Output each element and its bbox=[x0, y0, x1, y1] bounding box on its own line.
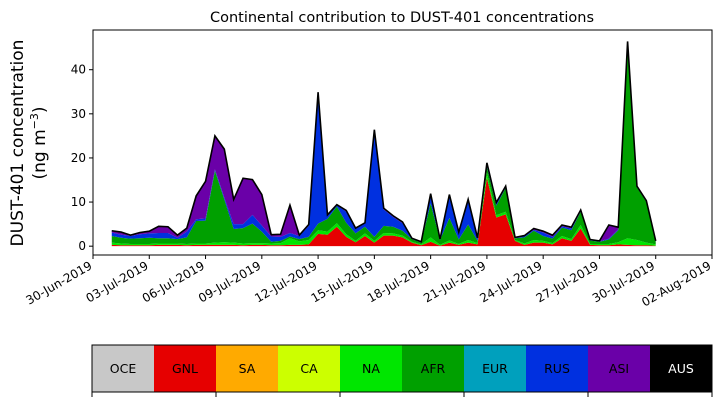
y-tick-label: 20 bbox=[71, 151, 86, 165]
legend-label: RUS bbox=[544, 361, 570, 376]
legend-label: EUR bbox=[482, 361, 508, 376]
y-tick-label: 40 bbox=[71, 63, 86, 77]
legend-label: GNL bbox=[172, 361, 198, 376]
legend-item-afr: AFR bbox=[402, 345, 464, 392]
area-asi bbox=[111, 41, 656, 243]
y-axis-label-close: ) bbox=[30, 106, 50, 113]
legend-swatch bbox=[340, 345, 402, 392]
legend-item-eur: EUR bbox=[464, 345, 526, 392]
legend-frame bbox=[91, 344, 713, 393]
legend-item-na: NA bbox=[340, 345, 402, 392]
y-axis-label-line1: DUST-401 concentration bbox=[8, 40, 28, 247]
total-concentration-line bbox=[111, 41, 657, 243]
legend-item-gnl: GNL bbox=[154, 345, 216, 392]
x-tick-label: 24-Jul-2019 bbox=[477, 258, 544, 305]
legend-item-asi: ASI bbox=[588, 345, 650, 392]
x-tick-label: 12-Jul-2019 bbox=[252, 258, 319, 305]
legend-swatch bbox=[464, 345, 526, 392]
x-tick-label: 18-Jul-2019 bbox=[365, 258, 432, 305]
x-tick-label: 09-Jul-2019 bbox=[196, 258, 263, 305]
x-tick-label: 03-Jul-2019 bbox=[83, 258, 150, 305]
legend-label: OCE bbox=[110, 361, 137, 376]
legend-label: AUS bbox=[668, 361, 694, 376]
legend-swatch bbox=[650, 345, 712, 392]
x-tick-label: 15-Jul-2019 bbox=[309, 258, 376, 305]
legend-label: CA bbox=[300, 361, 318, 376]
y-tick-label: 30 bbox=[71, 107, 86, 121]
x-tick-label: 21-Jul-2019 bbox=[421, 258, 488, 305]
legend-swatch bbox=[92, 345, 154, 392]
legend-item-rus: RUS bbox=[526, 345, 588, 392]
legend-item-oce: OCE bbox=[92, 345, 154, 392]
legend-swatch bbox=[588, 345, 650, 392]
x-ticks: 30-Jun-201903-Jul-201906-Jul-201909-Jul-… bbox=[24, 255, 714, 309]
y-tick-label: 0 bbox=[78, 239, 86, 253]
legend-swatch bbox=[216, 345, 278, 392]
y-axis-label-line2: (ng m−3) bbox=[28, 106, 50, 179]
y-axis-label: DUST-401 concentration (ng m−3) bbox=[8, 40, 50, 247]
legend-item-aus: AUS bbox=[650, 345, 712, 392]
y-axis-label-sup: −3 bbox=[28, 113, 41, 129]
legend-swatch bbox=[154, 345, 216, 392]
legend-swatch bbox=[526, 345, 588, 392]
stacked-areas bbox=[111, 41, 656, 247]
y-axis-label-unit: (ng m bbox=[30, 129, 50, 179]
legend-label: SA bbox=[239, 361, 256, 376]
x-tick-label: 06-Jul-2019 bbox=[140, 258, 207, 305]
legend-swatch bbox=[402, 345, 464, 392]
legend-swatch bbox=[278, 345, 340, 392]
legend-label: ASI bbox=[609, 361, 629, 376]
total-line-layer bbox=[111, 41, 657, 243]
chart-title: Continental contribution to DUST-401 con… bbox=[210, 10, 594, 26]
y-ticks: 0 10 20 30 40 bbox=[71, 63, 93, 253]
legend-label: NA bbox=[362, 361, 380, 376]
legend-colorbar: OCE GNL SA CA NA AFR EUR RUS ASI AUS bbox=[91, 344, 713, 397]
legend-item-sa: SA bbox=[216, 345, 278, 392]
x-tick-label: 27-Jul-2019 bbox=[534, 258, 601, 305]
legend-item-ca: CA bbox=[278, 345, 340, 392]
plot-frame bbox=[92, 29, 713, 256]
y-tick-label: 10 bbox=[71, 195, 86, 209]
legend-label: AFR bbox=[421, 361, 446, 376]
x-tick-label: 30-Jun-2019 bbox=[24, 258, 95, 307]
